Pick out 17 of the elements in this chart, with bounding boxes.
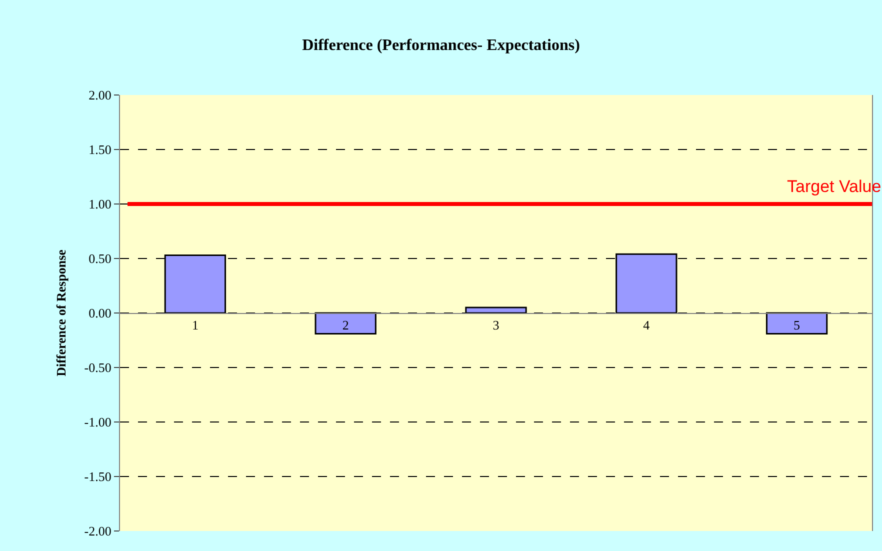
x-tick-label: 2: [342, 318, 349, 333]
y-tick-label: 0.00: [88, 306, 112, 321]
y-tick-label: 0.50: [88, 251, 112, 266]
y-axis-title: Difference of Response: [53, 249, 68, 376]
x-tick-label: 3: [492, 318, 500, 333]
y-tick-label: 1.00: [88, 196, 112, 212]
x-tick-label: 4: [643, 318, 650, 333]
y-tick-label: -0.50: [84, 360, 112, 376]
y-tick-label: -2.00: [84, 524, 112, 539]
ref-line-label: Target Value: [787, 177, 882, 196]
x-tick-label: 1: [192, 318, 198, 333]
y-tick-label: -1.50: [84, 469, 112, 484]
y-tick-label: 2.00: [88, 88, 112, 103]
x-tick-label: 5: [794, 318, 800, 333]
y-tick-label: 1.50: [88, 142, 112, 158]
chart-title: Difference (Performances- Expectations): [302, 36, 580, 54]
y-tick-label: -1.00: [84, 414, 112, 430]
